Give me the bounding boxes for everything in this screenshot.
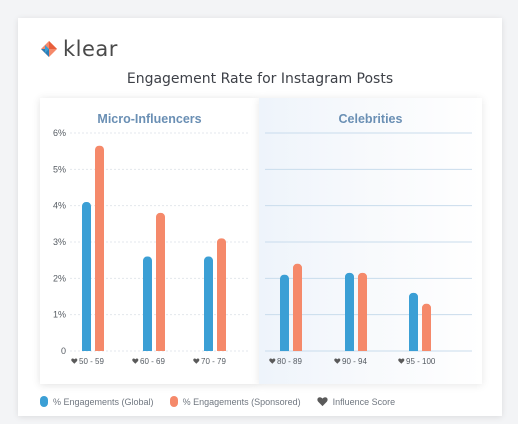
group-label-celebrities: Celebrities bbox=[338, 112, 403, 126]
legend-label-global: % Engagements (Global) bbox=[53, 396, 154, 407]
bar-sponsored-base bbox=[217, 347, 226, 351]
y-tick-label: 5% bbox=[53, 164, 66, 174]
y-tick-label: 1% bbox=[53, 310, 66, 320]
y-tick-label: 3% bbox=[53, 237, 66, 247]
chart-card: klear Engagement Rate for Instagram Post… bbox=[18, 18, 502, 416]
x-tick-label: 95 - 100 bbox=[406, 357, 436, 366]
brand-logo[interactable]: klear bbox=[40, 37, 118, 61]
y-tick-label: 6% bbox=[53, 128, 66, 138]
heart-icon bbox=[193, 358, 200, 364]
bar-sponsored[interactable] bbox=[95, 145, 104, 351]
bar-chart-plot: 0 1% 2% 3% 4% 5% 6% 50 - 59 60 - 69 70 - 79 80 - 8… bbox=[53, 128, 472, 366]
y-tick-label: 4% bbox=[53, 201, 66, 211]
heart-icon bbox=[71, 358, 78, 364]
bar-global-base bbox=[143, 347, 152, 351]
group-label-micro-influencers: Micro-Influencers bbox=[97, 112, 202, 126]
legend-swatch-global bbox=[40, 396, 48, 407]
heart-icon bbox=[269, 358, 276, 364]
heart-icon bbox=[132, 358, 139, 364]
bar-global-base bbox=[345, 347, 354, 351]
y-tick-label: 2% bbox=[53, 273, 66, 283]
bar-global-base bbox=[82, 347, 91, 351]
bar-sponsored-base bbox=[156, 347, 165, 351]
x-tick-label: 60 - 69 bbox=[140, 357, 165, 366]
legend-item-global[interactable]: % Engagements (Global) bbox=[40, 396, 154, 407]
bar-sponsored[interactable] bbox=[358, 272, 367, 351]
bar-global[interactable] bbox=[345, 272, 354, 351]
bar-sponsored-base bbox=[422, 347, 431, 351]
heart-icon bbox=[398, 358, 405, 364]
bar-sponsored-base bbox=[358, 347, 367, 351]
chart-legend: % Engagements (Global) % Engagements (Sp… bbox=[40, 396, 411, 407]
heart-icon bbox=[334, 358, 341, 364]
x-tick-label: 90 - 94 bbox=[342, 357, 367, 366]
bar-global[interactable] bbox=[280, 274, 289, 351]
bar-global-base bbox=[204, 347, 213, 351]
legend-item-sponsored[interactable]: % Engagements (Sponsored) bbox=[169, 396, 301, 407]
x-tick-label: 50 - 59 bbox=[79, 357, 104, 366]
y-tick-label: 0 bbox=[61, 346, 66, 356]
bar-sponsored-base bbox=[293, 347, 302, 351]
bar-global-base bbox=[280, 347, 289, 351]
x-tick-label: 70 - 79 bbox=[201, 357, 226, 366]
bar-global[interactable] bbox=[82, 202, 91, 351]
bar-sponsored[interactable] bbox=[217, 238, 226, 351]
bar-sponsored[interactable] bbox=[156, 212, 165, 351]
legend-label-sponsored: % Engagements (Sponsored) bbox=[182, 396, 301, 407]
bar-sponsored-base bbox=[95, 347, 104, 351]
bar-sponsored[interactable] bbox=[293, 263, 302, 351]
brand-name: klear bbox=[63, 37, 118, 61]
klear-logo-icon bbox=[41, 41, 57, 57]
chart-title: Engagement Rate for Instagram Posts bbox=[126, 71, 394, 87]
bar-global-base bbox=[409, 347, 418, 351]
legend-swatch-sponsored bbox=[169, 396, 178, 407]
bar-global[interactable] bbox=[409, 292, 418, 351]
legend-label-influence-score: Influence Score bbox=[332, 396, 396, 407]
bar-global[interactable] bbox=[143, 256, 152, 351]
heart-icon bbox=[317, 397, 328, 407]
bar-sponsored[interactable] bbox=[422, 303, 431, 351]
bar-global[interactable] bbox=[204, 256, 213, 351]
legend-item-influence-score[interactable]: Influence Score bbox=[317, 396, 396, 407]
x-tick-label: 80 - 89 bbox=[277, 357, 302, 366]
